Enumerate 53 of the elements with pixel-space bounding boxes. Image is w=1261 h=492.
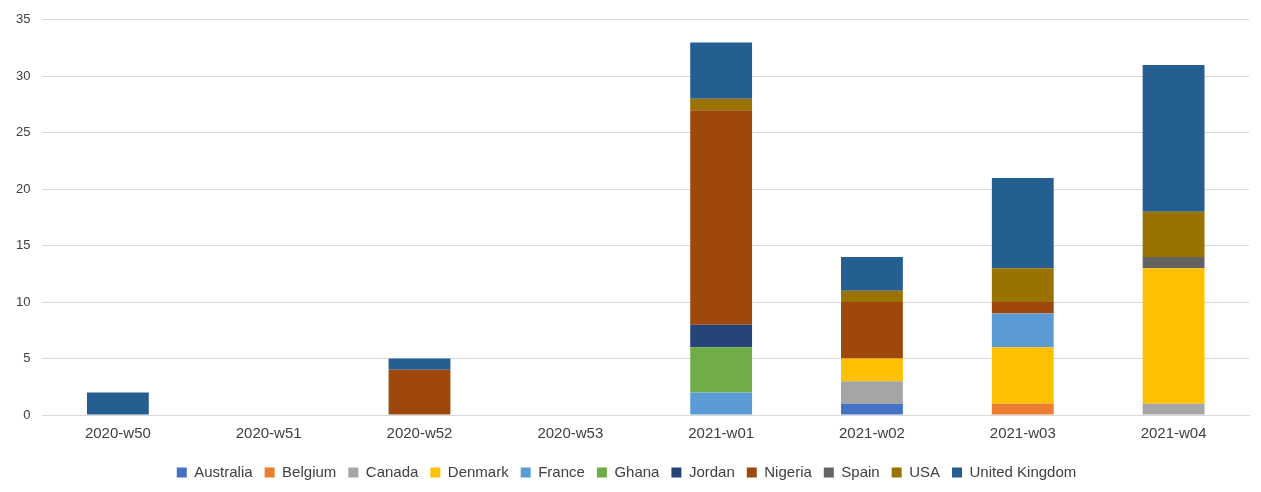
bar: [991, 347, 1054, 404]
y-tick-label: 35: [15, 11, 31, 27]
bar: [841, 302, 903, 359]
bar: [388, 369, 451, 415]
bar: [86, 392, 149, 415]
legend-label: Australia: [194, 462, 254, 480]
bar: [690, 110, 753, 325]
y-tick-label: 30: [15, 67, 31, 83]
bar: [991, 302, 1054, 314]
y-tick-label: 25: [15, 124, 31, 140]
legend-label: USA: [909, 462, 941, 480]
bar: [841, 290, 903, 303]
bar: [690, 98, 753, 111]
bar: [991, 403, 1054, 415]
legend-label: Ghana: [614, 462, 661, 480]
x-tick-label: 2021-w04: [1140, 424, 1207, 442]
x-tick-label: 2021-w03: [989, 424, 1056, 442]
x-tick-label: 2020-w53: [537, 424, 604, 442]
x-tick-label: 2020-w50: [84, 424, 151, 442]
bar: [1142, 403, 1205, 415]
legend-label: Nigeria: [764, 462, 813, 480]
legend-label: Spain: [841, 462, 880, 480]
bar: [841, 256, 903, 291]
bar: [991, 177, 1054, 269]
y-tick-label: 5: [23, 350, 31, 366]
bar: [690, 392, 753, 415]
bar: [1142, 64, 1205, 212]
bar: [841, 358, 903, 382]
bar: [388, 358, 451, 370]
x-tick-label: 2021-w02: [839, 424, 905, 442]
bar: [841, 381, 903, 404]
x-tick-label: 2020-w52: [386, 424, 453, 442]
legend-label: United Kingdom: [969, 462, 1077, 480]
y-tick-label: 0: [23, 406, 31, 422]
bar: [1142, 256, 1205, 269]
bar: [1142, 211, 1205, 257]
x-tick-label: 2020-w51: [235, 424, 302, 442]
y-tick-label: 20: [15, 180, 31, 196]
y-tick-label: 10: [15, 293, 31, 309]
legend-label: Canada: [365, 462, 420, 480]
bar: [690, 42, 753, 99]
legend-label: Denmark: [447, 462, 510, 480]
bar: [991, 268, 1054, 303]
legend-label: Belgium: [282, 462, 337, 480]
legend-label: Jordan: [688, 462, 735, 480]
x-tick-label: 2021-w01: [688, 424, 755, 442]
bar: [1142, 268, 1205, 404]
bar: [690, 324, 753, 348]
bar: [991, 313, 1054, 348]
bar: [690, 347, 753, 393]
legend-label: France: [538, 462, 585, 480]
y-tick-label: 15: [15, 237, 31, 253]
bar: [841, 403, 903, 415]
